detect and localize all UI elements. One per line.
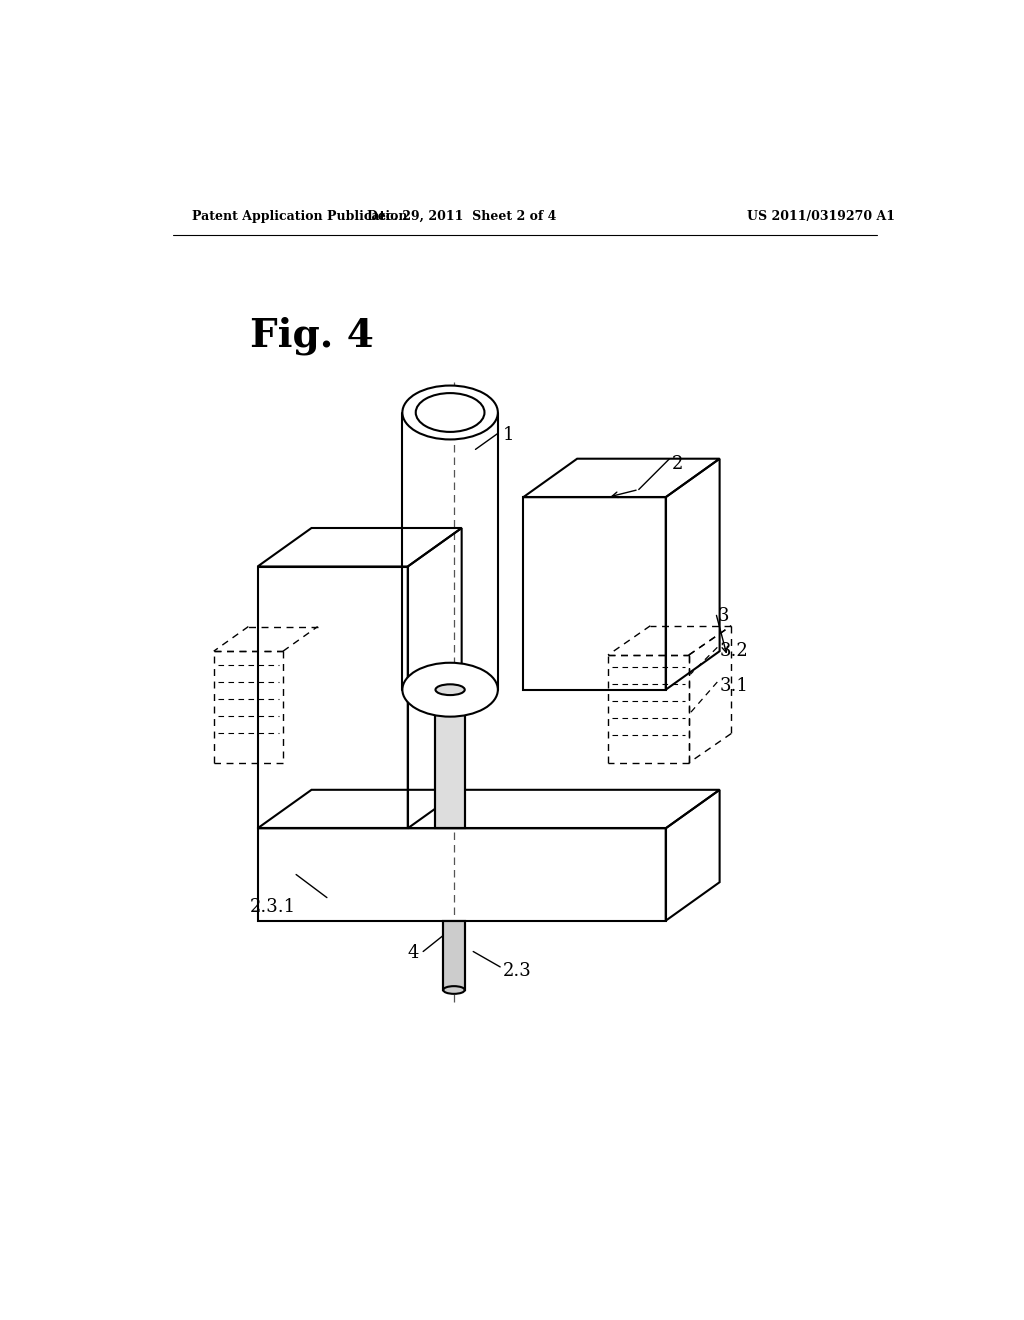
Text: 3: 3 <box>718 607 729 624</box>
Bar <box>523 498 666 689</box>
Text: Fig. 4: Fig. 4 <box>250 317 374 355</box>
Text: US 2011/0319270 A1: US 2011/0319270 A1 <box>746 210 895 223</box>
Text: Patent Application Publication: Patent Application Publication <box>193 210 408 223</box>
Text: 3.2: 3.2 <box>720 642 749 660</box>
Text: Dec. 29, 2011  Sheet 2 of 4: Dec. 29, 2011 Sheet 2 of 4 <box>367 210 556 223</box>
Text: 3.1: 3.1 <box>720 677 749 694</box>
Bar <box>435 689 465 829</box>
Bar <box>443 921 465 990</box>
Text: 2.3.1: 2.3.1 <box>250 898 296 916</box>
Bar <box>258 566 408 829</box>
Ellipse shape <box>443 986 465 994</box>
Text: 1: 1 <box>503 426 515 445</box>
Ellipse shape <box>435 684 465 696</box>
Ellipse shape <box>402 663 498 717</box>
Text: 4: 4 <box>408 944 419 962</box>
Ellipse shape <box>402 385 498 440</box>
Bar <box>258 829 666 921</box>
Bar <box>443 921 465 990</box>
Text: 2.3: 2.3 <box>503 961 531 979</box>
Text: 2: 2 <box>672 455 683 473</box>
Bar <box>435 689 465 829</box>
